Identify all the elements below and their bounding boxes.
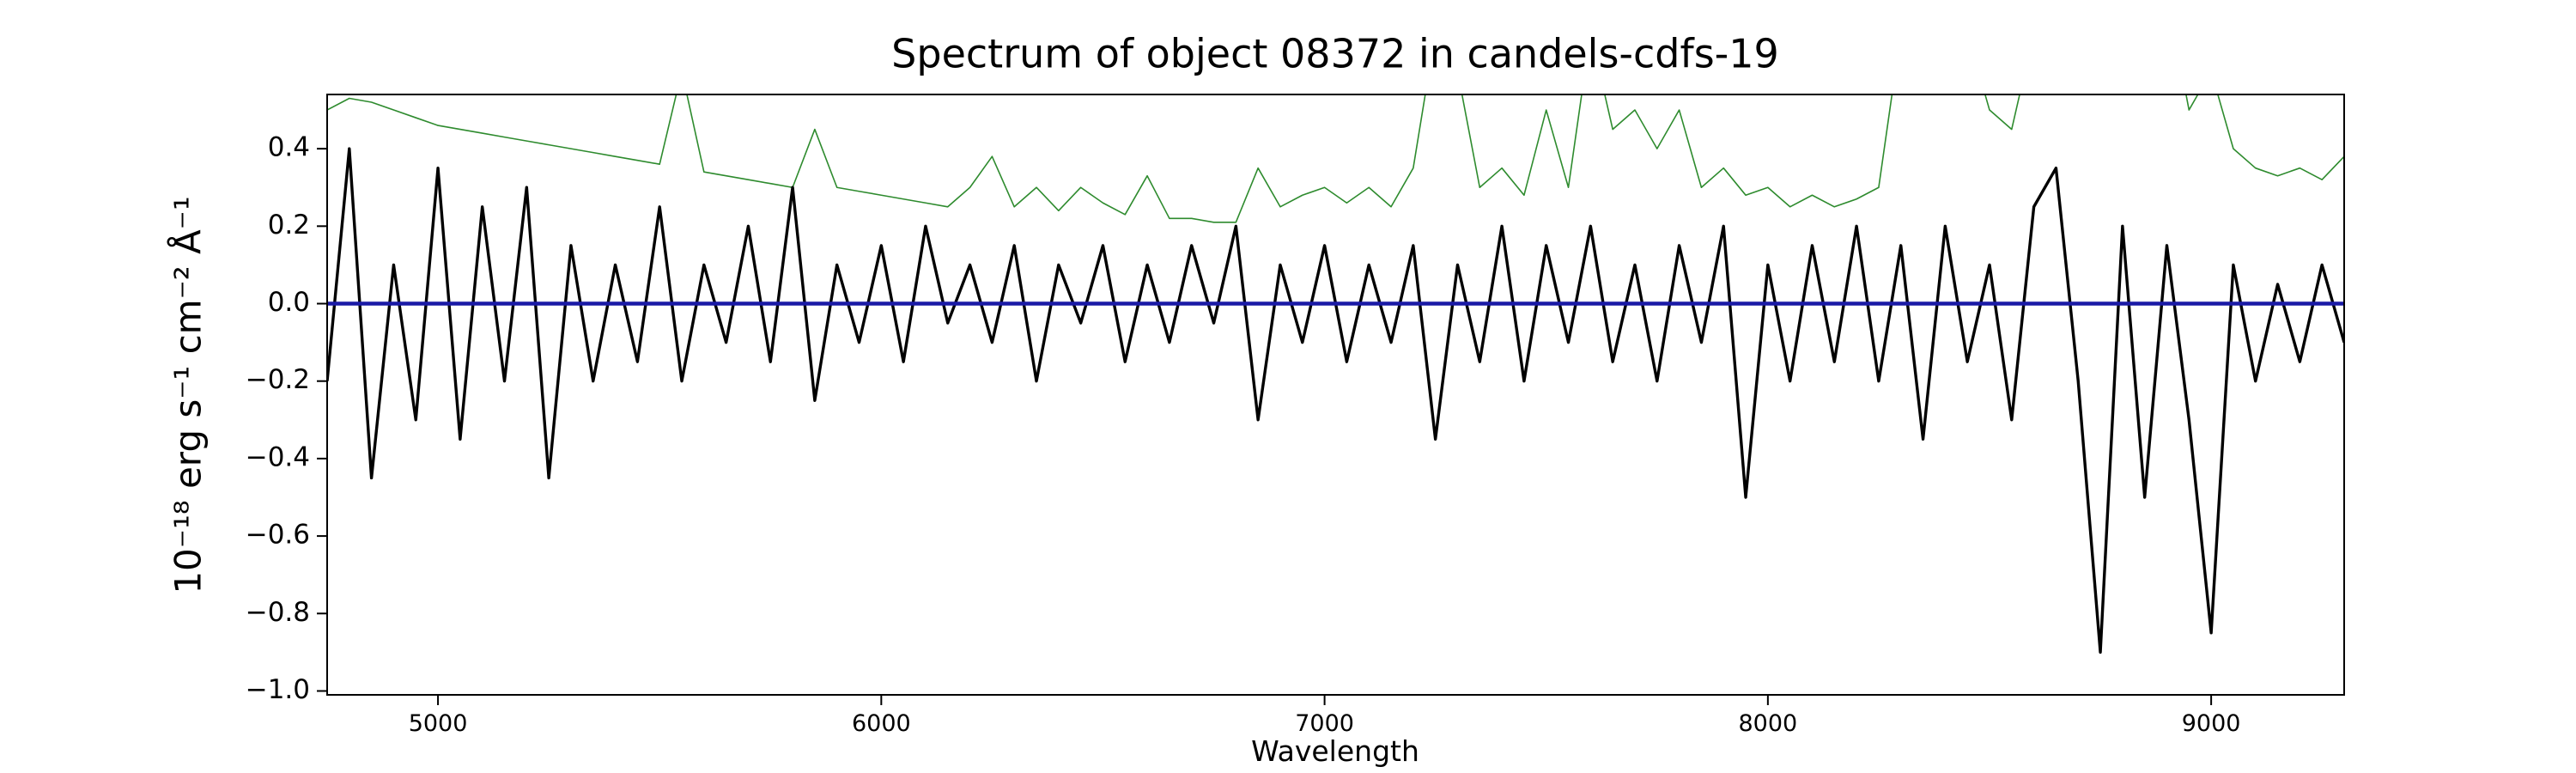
spectrum-line <box>327 147 2344 654</box>
y-tick-label: −0.2 <box>246 364 310 395</box>
spectrum-line <box>327 94 2344 223</box>
y-tick-label: −1.0 <box>246 674 310 705</box>
y-axis-label: 10⁻¹⁸ erg s⁻¹ cm⁻² Å⁻¹ <box>167 196 210 593</box>
y-tick-label: 0.2 <box>268 210 310 240</box>
x-tick-label: 5000 <box>409 710 468 737</box>
chart-title: Spectrum of object 08372 in candels-cdfs… <box>891 31 1779 77</box>
plot-area <box>327 94 2344 654</box>
y-tick-label: −0.8 <box>246 597 310 628</box>
y-tick-label: −0.6 <box>246 520 310 551</box>
y-tick-label: 0.0 <box>268 287 310 318</box>
x-axis-label: Wavelength <box>1251 734 1419 768</box>
x-tick-label: 7000 <box>1295 710 1354 737</box>
x-tick-label: 9000 <box>2182 710 2241 737</box>
plot-frame <box>326 94 2345 696</box>
x-tick-label: 8000 <box>1738 710 1797 737</box>
x-tick-label: 6000 <box>852 710 911 737</box>
y-tick-label: −0.4 <box>246 441 310 472</box>
y-tick-label: 0.4 <box>268 132 310 163</box>
